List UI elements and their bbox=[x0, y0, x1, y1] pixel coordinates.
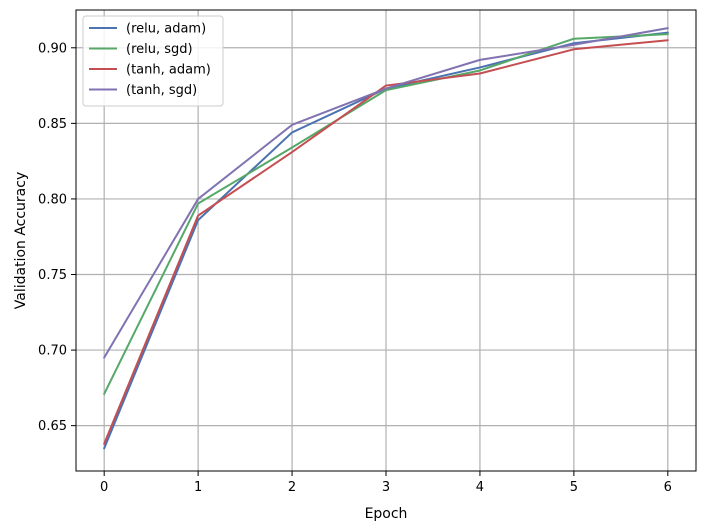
legend-box bbox=[82, 15, 224, 107]
y-tick-label: 0.80 bbox=[38, 192, 67, 207]
x-tick-label: 1 bbox=[194, 480, 202, 495]
legend-label: (tanh, adam) bbox=[126, 63, 211, 78]
legend-label: (tanh, sgd) bbox=[126, 83, 197, 98]
y-tick-label: 0.90 bbox=[38, 41, 67, 56]
x-tick-label: 2 bbox=[288, 480, 296, 495]
x-tick-label: 4 bbox=[476, 480, 484, 495]
x-tick-label: 0 bbox=[100, 480, 108, 495]
y-axis-label: Validation Accuracy bbox=[13, 172, 29, 310]
y-tick-label: 0.75 bbox=[38, 268, 67, 283]
legend-label: (relu, sgd) bbox=[126, 42, 193, 57]
series-line bbox=[103, 33, 669, 395]
y-tick-label: 0.70 bbox=[38, 344, 67, 359]
ticks: 0 1 2 3 4 5 6 0.65 0.70 0.75 0.80 0.85 0.90 bbox=[38, 41, 672, 495]
x-tick-label: 6 bbox=[664, 480, 672, 495]
x-tick-label: 3 bbox=[382, 480, 390, 495]
series-group bbox=[103, 27, 669, 450]
x-axis-label: Epoch bbox=[365, 506, 408, 522]
y-tick-label: 0.65 bbox=[38, 419, 67, 434]
legend: (relu, adam) (relu, sgd) (tanh, adam) (tanh… bbox=[82, 15, 224, 107]
y-tick-label: 0.85 bbox=[38, 117, 67, 132]
series-line bbox=[103, 39, 669, 445]
legend-label: (relu, adam) bbox=[126, 22, 206, 37]
x-tick-label: 5 bbox=[570, 480, 578, 495]
series-line bbox=[103, 27, 669, 359]
